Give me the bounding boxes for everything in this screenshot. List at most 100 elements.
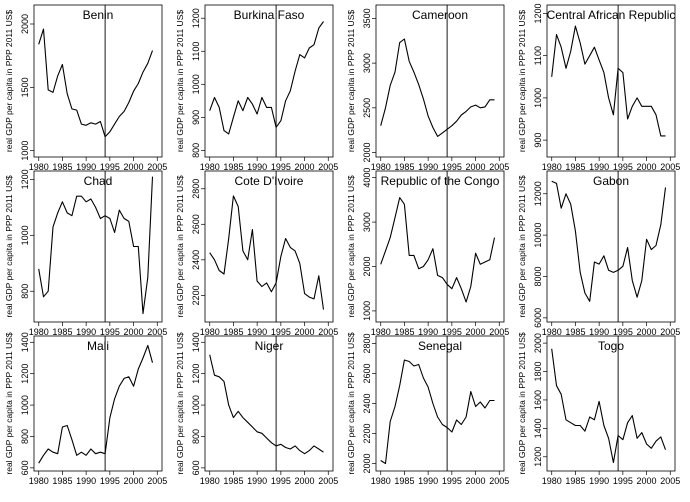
x-tick-label: 1995: [100, 327, 120, 337]
y-tick-label: 4000: [362, 168, 372, 188]
x-tick-label: 2005: [489, 162, 509, 172]
x-tick-label: 1990: [589, 476, 609, 486]
y-tick-label: 2600: [191, 214, 201, 234]
x-tick-label: 1985: [565, 162, 585, 172]
x-tick-label: 1990: [247, 476, 267, 486]
x-tick-label: 1985: [565, 327, 585, 337]
x-tick-label: 1985: [394, 476, 414, 486]
y-tick-label: 6000: [533, 308, 543, 328]
y-tick-label: 900: [191, 110, 201, 125]
x-tick-label: 1985: [52, 476, 72, 486]
chart-title: Senegal: [418, 339, 462, 353]
x-tick-label: 1995: [613, 476, 633, 486]
x-tick-label: 2000: [637, 162, 657, 172]
y-tick-label: 1200: [533, 447, 543, 467]
x-tick-label: 1980: [542, 327, 562, 337]
x-tick-label: 2005: [318, 476, 338, 486]
x-tick-label: 1980: [29, 327, 49, 337]
x-tick-label: 2000: [637, 476, 657, 486]
x-tick-label: 1985: [223, 476, 243, 486]
plot-frame: [375, 4, 505, 158]
x-tick-label: 1985: [52, 162, 72, 172]
x-tick-label: 2005: [660, 476, 680, 486]
x-tick-label: 1990: [247, 327, 267, 337]
plot-frame: [33, 335, 163, 472]
y-tick-label: 1000: [20, 141, 30, 161]
x-tick-label: 1995: [100, 476, 120, 486]
y-tick-label: 1800: [533, 362, 543, 382]
y-tick-label: 800: [20, 429, 30, 444]
series-line: [551, 25, 666, 137]
x-tick-label: 2000: [124, 327, 144, 337]
y-tick-label: 1100: [533, 46, 543, 65]
x-tick-label: 2000: [466, 476, 486, 486]
x-tick-label: 1980: [371, 162, 391, 172]
y-tick-label: 2600: [362, 363, 372, 383]
series-line: [380, 197, 496, 303]
y-tick-label: 2800: [191, 179, 201, 199]
series-line: [209, 21, 324, 135]
y-tick-label: 2000: [362, 256, 372, 276]
x-tick-label: 1985: [223, 162, 243, 172]
plot-frame: [33, 4, 163, 158]
y-tick-label: 3000: [362, 53, 372, 73]
y-tick-label: 2800: [362, 333, 372, 353]
chart-title: Cote D'Ivoire: [235, 174, 304, 188]
y-tick-label: 10000: [533, 223, 543, 248]
x-tick-label: 2000: [295, 476, 315, 486]
plot-frame: [546, 170, 676, 323]
chart-title: Chad: [84, 174, 113, 188]
chart-title: Togo: [598, 339, 624, 353]
x-tick-label: 2005: [318, 327, 338, 337]
chart-title: Republic of the Congo: [381, 174, 500, 188]
series-line: [380, 359, 495, 465]
plot-frame: [375, 170, 505, 323]
y-tick-label: 8000: [533, 266, 543, 286]
x-tick-label: 2000: [124, 476, 144, 486]
chart-panel: Central African Republic 1980 1985 1990 1995…: [517, 3, 680, 172]
x-tick-label: 2005: [489, 327, 509, 337]
x-tick-label: 2000: [466, 162, 486, 172]
x-tick-label: 2005: [147, 476, 167, 486]
series-line: [380, 38, 495, 137]
x-tick-label: 1985: [565, 476, 585, 486]
y-axis-label: real GDP per capita in PPP 2011 US$: [175, 175, 185, 317]
y-tick-label: 800: [191, 429, 201, 444]
plot-frame: [546, 4, 676, 158]
x-tick-label: 1980: [29, 162, 49, 172]
x-tick-label: 2005: [660, 327, 680, 337]
y-tick-label: 1400: [20, 332, 30, 352]
y-tick-label: 1200: [191, 364, 201, 384]
plot-frame: [33, 170, 163, 323]
chart-title: Mali: [87, 339, 109, 353]
y-axis-label: real GDP per capita in PPP 2011 US$: [4, 175, 14, 317]
x-tick-label: 1990: [418, 476, 438, 486]
x-tick-label: 2000: [295, 162, 315, 172]
y-tick-label: 2200: [191, 285, 201, 305]
x-tick-label: 1985: [394, 327, 414, 337]
x-tick-label: 2000: [637, 327, 657, 337]
y-axis-label: real GDP per capita in PPP 2011 US$: [517, 175, 527, 317]
y-tick-label: 1400: [191, 332, 201, 352]
series-line: [38, 176, 154, 315]
chart-title: Central African Republic: [547, 8, 676, 22]
y-tick-label: 1500: [20, 77, 30, 97]
x-tick-label: 1995: [613, 327, 633, 337]
y-tick-label: 1200: [20, 364, 30, 384]
series-line: [551, 180, 667, 302]
y-tick-label: 1200: [191, 8, 201, 28]
x-tick-label: 1980: [200, 327, 220, 337]
y-tick-label: 2000: [362, 453, 372, 473]
y-tick-label: 2400: [191, 250, 201, 270]
y-tick-label: 3500: [362, 8, 372, 28]
x-tick-label: 1990: [76, 327, 96, 337]
chart-title: Gabon: [593, 174, 629, 188]
y-tick-label: 600: [191, 460, 201, 475]
x-tick-label: 1995: [613, 162, 633, 172]
